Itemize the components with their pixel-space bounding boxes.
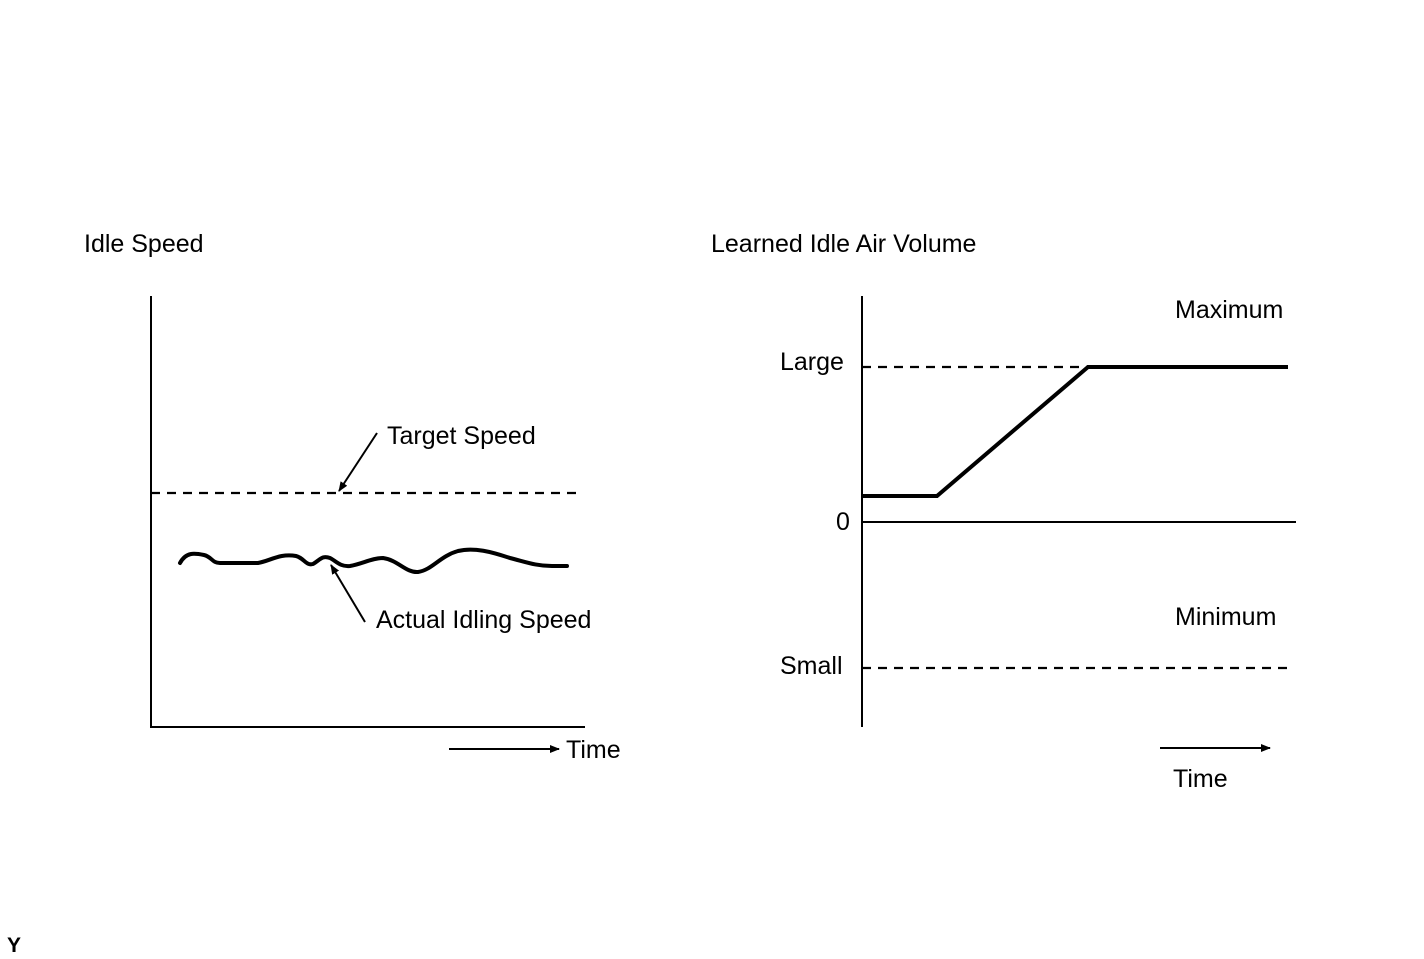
corner-mark: Y [7, 934, 21, 957]
minimum-label: Minimum [1175, 603, 1276, 631]
large-label: Large [780, 348, 844, 376]
learned-air-volume-curve [862, 365, 1288, 498]
actual-speed-pointer-arrow [330, 564, 366, 623]
time-label-right: Time [1173, 765, 1228, 793]
learned-idle-air-volume-title: Learned Idle Air Volume [711, 230, 976, 258]
target-speed-pointer-arrow [338, 432, 378, 492]
learned-idle-air-volume-chart: Learned Idle Air Volume Maximum Large 0 … [711, 230, 1296, 793]
time-label-left: Time [566, 736, 621, 764]
small-label: Small [780, 652, 843, 680]
idle-speed-chart: Idle Speed Target Speed Actual Idling Sp… [84, 230, 621, 764]
zero-label: 0 [836, 508, 850, 536]
idle-speed-title: Idle Speed [84, 230, 204, 258]
actual-idling-speed-label: Actual Idling Speed [376, 606, 591, 634]
maximum-label: Maximum [1175, 296, 1283, 324]
target-speed-label: Target Speed [387, 422, 536, 450]
actual-idling-speed-curve [178, 547, 569, 574]
